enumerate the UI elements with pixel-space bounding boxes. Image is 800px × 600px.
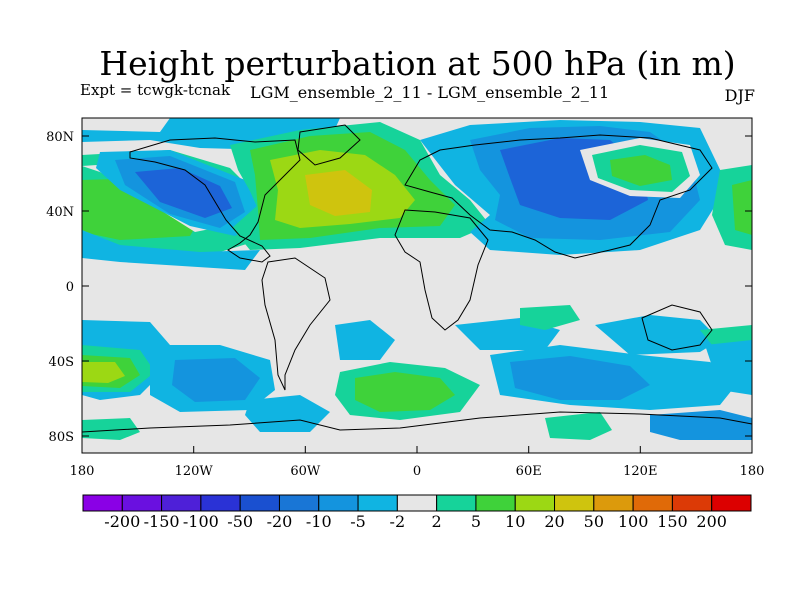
season-label: DJF <box>724 86 755 105</box>
colorbar-box <box>632 494 673 512</box>
coastline-australia <box>641 304 713 351</box>
x-tick-label: 120E <box>623 464 657 479</box>
contour-antarctic-indian <box>545 412 612 440</box>
colorbar-label: 20 <box>544 512 565 531</box>
y-tick-label: 80N <box>46 130 74 145</box>
contour-north-atlantic-maximum <box>305 170 372 216</box>
contour-south-pacific-strong-positive <box>82 362 125 383</box>
colorbar-label: -5 <box>350 512 366 531</box>
x-axis-labels: 180 120W 60W 0 60E 120E 180 <box>70 464 765 479</box>
y-tick-label: 80S <box>49 430 74 445</box>
colorbar-label: 200 <box>696 512 727 531</box>
contour-south-pacific-upper-blue <box>335 320 395 360</box>
coastlines <box>81 124 753 433</box>
colorbar-box <box>514 494 556 512</box>
contour-antarctic-south-pacific <box>82 418 140 440</box>
x-tick-label: 180 <box>70 464 95 479</box>
coastline-south-america <box>261 257 331 391</box>
contour-antarctic-east <box>650 410 752 440</box>
contour-south-africa-green <box>520 305 580 330</box>
contour-southern-ocean-positive <box>355 372 455 412</box>
colorbar-label: -200 <box>104 512 141 531</box>
colorbar-label: 2 <box>431 512 442 531</box>
colorbar-box <box>82 494 123 512</box>
colorbar-box <box>200 494 241 512</box>
colorbar-label: 50 <box>583 512 604 531</box>
colorbar-label: -100 <box>182 512 219 531</box>
colorbar-box <box>161 494 202 512</box>
colorbar-box <box>121 494 163 512</box>
colorbar <box>82 494 752 512</box>
x-tick-label: 60E <box>516 464 542 479</box>
colorbar-label: -2 <box>389 512 406 531</box>
colorbar-box <box>278 494 320 512</box>
colorbar-box <box>593 494 634 512</box>
contour-siberia-positive <box>610 155 672 186</box>
contour-south-central-pacific-strong-negative <box>172 358 260 402</box>
colorbar-box <box>396 494 438 512</box>
contour-east-south-blue <box>705 340 752 395</box>
contour-arctic-white <box>82 118 170 132</box>
colorbar-label: 100 <box>617 512 649 531</box>
colorbar-box <box>671 494 713 512</box>
contour-indian-ocean-negative <box>510 356 650 400</box>
y-tick-label: 0 <box>66 280 74 295</box>
experiment-label: Expt = tcwgk-tcnak <box>80 81 231 99</box>
colorbar-label: 10 <box>505 512 526 531</box>
contour-tropical-pacific-blue <box>82 230 260 270</box>
coastline-africa <box>394 209 489 331</box>
colorbar-label: 5 <box>470 512 482 531</box>
x-tick-label: 0 <box>413 464 421 479</box>
contour-pacific-east-positive <box>732 180 752 235</box>
map-title: Height perturbation at 500 hPa (in m) <box>99 44 736 83</box>
contour-north-america-strong-negative <box>135 168 232 218</box>
x-tick-label: 180 <box>740 464 765 479</box>
colorbar-box <box>357 494 398 512</box>
coastline-eurasia <box>404 134 713 259</box>
colorbar-label: -10 <box>305 512 332 531</box>
colorbar-box <box>318 494 359 512</box>
colorbar-box <box>436 494 477 512</box>
x-tick-label: 60W <box>290 464 321 479</box>
contour-field <box>82 118 752 453</box>
coastline-greenland <box>297 124 361 166</box>
colorbar-box <box>475 494 516 512</box>
colorbar-box <box>239 494 280 512</box>
y-tick-label: 40S <box>49 355 74 370</box>
x-tick-label: 120W <box>175 464 214 479</box>
y-tick-label: 40N <box>46 205 74 220</box>
colorbar-label: -150 <box>143 512 180 531</box>
colorbar-box <box>711 494 752 512</box>
coastline-north-america <box>129 137 301 263</box>
colorbar-label: 150 <box>657 512 688 531</box>
coastline-antarctica <box>81 411 753 433</box>
colorbar-box <box>554 494 595 512</box>
tick-marks <box>81 135 753 453</box>
ensemble-label: LGM_ensemble_2_11 - LGM_ensemble_2_11 <box>250 83 610 102</box>
colorbar-label: -50 <box>227 512 254 531</box>
y-axis-labels: 80N 40N 0 40S 80S <box>46 130 74 445</box>
colorbar-label: -20 <box>266 512 293 531</box>
contour-south-indian-blue <box>595 315 720 355</box>
